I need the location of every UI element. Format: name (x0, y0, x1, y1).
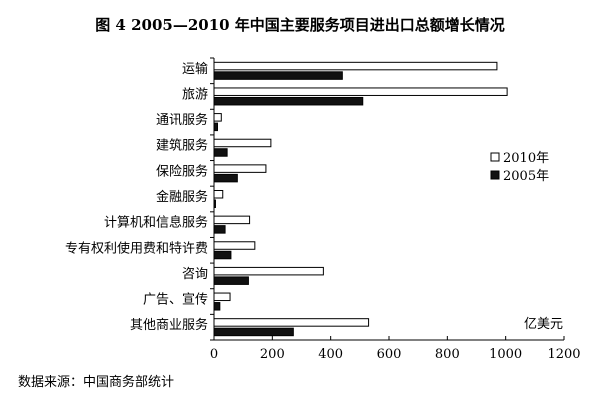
bar-2005 (213, 148, 228, 157)
legend-label-2010: 2010年 (503, 151, 549, 166)
bar-2005 (213, 96, 364, 106)
category-label: 通讯服务 (156, 112, 208, 128)
x-tick-label: 400 (318, 347, 343, 362)
bar-2010 (213, 241, 256, 250)
category-label: 旅游 (182, 87, 208, 102)
x-tick-label: 1200 (547, 347, 580, 362)
category-label: 其他商业服务 (130, 317, 208, 333)
category-label: 建筑服务 (156, 138, 208, 154)
unit-label: 亿美元 (524, 317, 563, 332)
legend-swatch-2010 (490, 152, 500, 162)
legend-label-2005: 2005年 (503, 169, 549, 184)
bar-2005 (213, 302, 221, 311)
bar-2010 (213, 190, 224, 199)
x-tick-label: 800 (435, 347, 460, 362)
bar-2005 (213, 122, 218, 132)
bar-2010 (213, 266, 324, 276)
category-label: 金融服务 (156, 189, 208, 205)
bar-2010 (213, 215, 251, 225)
bar-2010 (213, 113, 222, 122)
x-tick-label: 0 (210, 347, 218, 362)
category-label: 计算机和信息服务 (104, 215, 208, 231)
bar-2010 (213, 138, 272, 148)
bar-2005 (213, 250, 232, 260)
bar-2005 (213, 173, 238, 183)
bar-2005 (213, 276, 249, 285)
category-label: 咨询 (182, 267, 208, 282)
data-source: 数据来源：中国商务部统计 (18, 374, 174, 390)
bar-2010 (213, 87, 508, 96)
bar-2005 (213, 225, 226, 234)
bar-2010 (213, 292, 231, 302)
bar-2010 (213, 318, 370, 327)
chart-title: 图 4 2005—2010 年中国主要服务项目进出口总额增长情况 (95, 16, 505, 34)
category-label: 运输 (182, 61, 208, 77)
x-tick-label: 200 (260, 347, 285, 362)
x-tick-label: 1000 (489, 347, 522, 362)
category-label: 专有权利使用费和特许费 (65, 240, 208, 256)
bar-2005 (213, 199, 216, 208)
legend: 2010年 2005年 (490, 151, 549, 184)
bar-2005 (213, 71, 343, 80)
category-label: 保险服务 (156, 163, 208, 179)
bar-2005 (213, 327, 294, 337)
bar-2010 (213, 61, 498, 71)
bar-2010 (213, 164, 267, 173)
category-label: 广告、宣传 (143, 292, 208, 308)
plot-area: 0 200 400 600 800 1000 1200 运输旅游通讯服务建筑服务保险服务金融服… (65, 57, 581, 362)
legend-swatch-2005 (490, 170, 500, 180)
x-tick-label: 600 (377, 347, 402, 362)
